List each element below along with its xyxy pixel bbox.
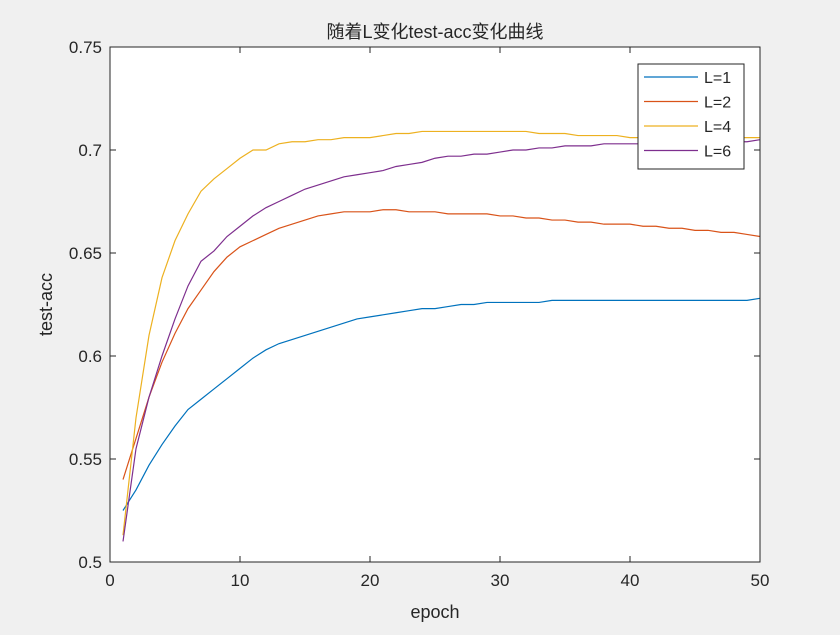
x-tick-label: 10 bbox=[231, 571, 250, 590]
y-tick-label: 0.5 bbox=[78, 553, 102, 572]
x-tick-label: 20 bbox=[361, 571, 380, 590]
axes-box bbox=[109, 46, 761, 563]
y-tick-label: 0.7 bbox=[78, 141, 102, 160]
series-line-1 bbox=[122, 297, 761, 511]
legend-label-1: L=1 bbox=[704, 70, 731, 87]
x-tick-label: 0 bbox=[105, 571, 114, 590]
legend-box bbox=[637, 63, 745, 170]
y-tick-label: 0.6 bbox=[78, 347, 102, 366]
legend-label-3: L=4 bbox=[704, 119, 731, 136]
axes-layer bbox=[109, 46, 761, 563]
y-tick-label: 0.55 bbox=[69, 450, 102, 469]
y-axis-label: test-acc bbox=[36, 273, 56, 336]
series-line-2 bbox=[122, 209, 761, 480]
x-tick-label: 50 bbox=[751, 571, 770, 590]
ticks-layer: 0 10 20 30 40 50 0.5 0.55 0.6 0.65 0.7 0.75 bbox=[69, 38, 770, 590]
y-tick-label: 0.65 bbox=[69, 244, 102, 263]
x-tick-label: 30 bbox=[491, 571, 510, 590]
x-tick-label: 40 bbox=[621, 571, 640, 590]
x-axis-label: epoch bbox=[410, 602, 459, 622]
legend-label-2: L=2 bbox=[704, 95, 731, 112]
chart-title: 随着L变化test-acc变化曲线 bbox=[326, 22, 543, 42]
legend-label-4: L=6 bbox=[704, 144, 731, 161]
y-tick-label: 0.75 bbox=[69, 38, 102, 57]
legend: L=1 L=2 L=4 L=6 bbox=[637, 63, 745, 170]
